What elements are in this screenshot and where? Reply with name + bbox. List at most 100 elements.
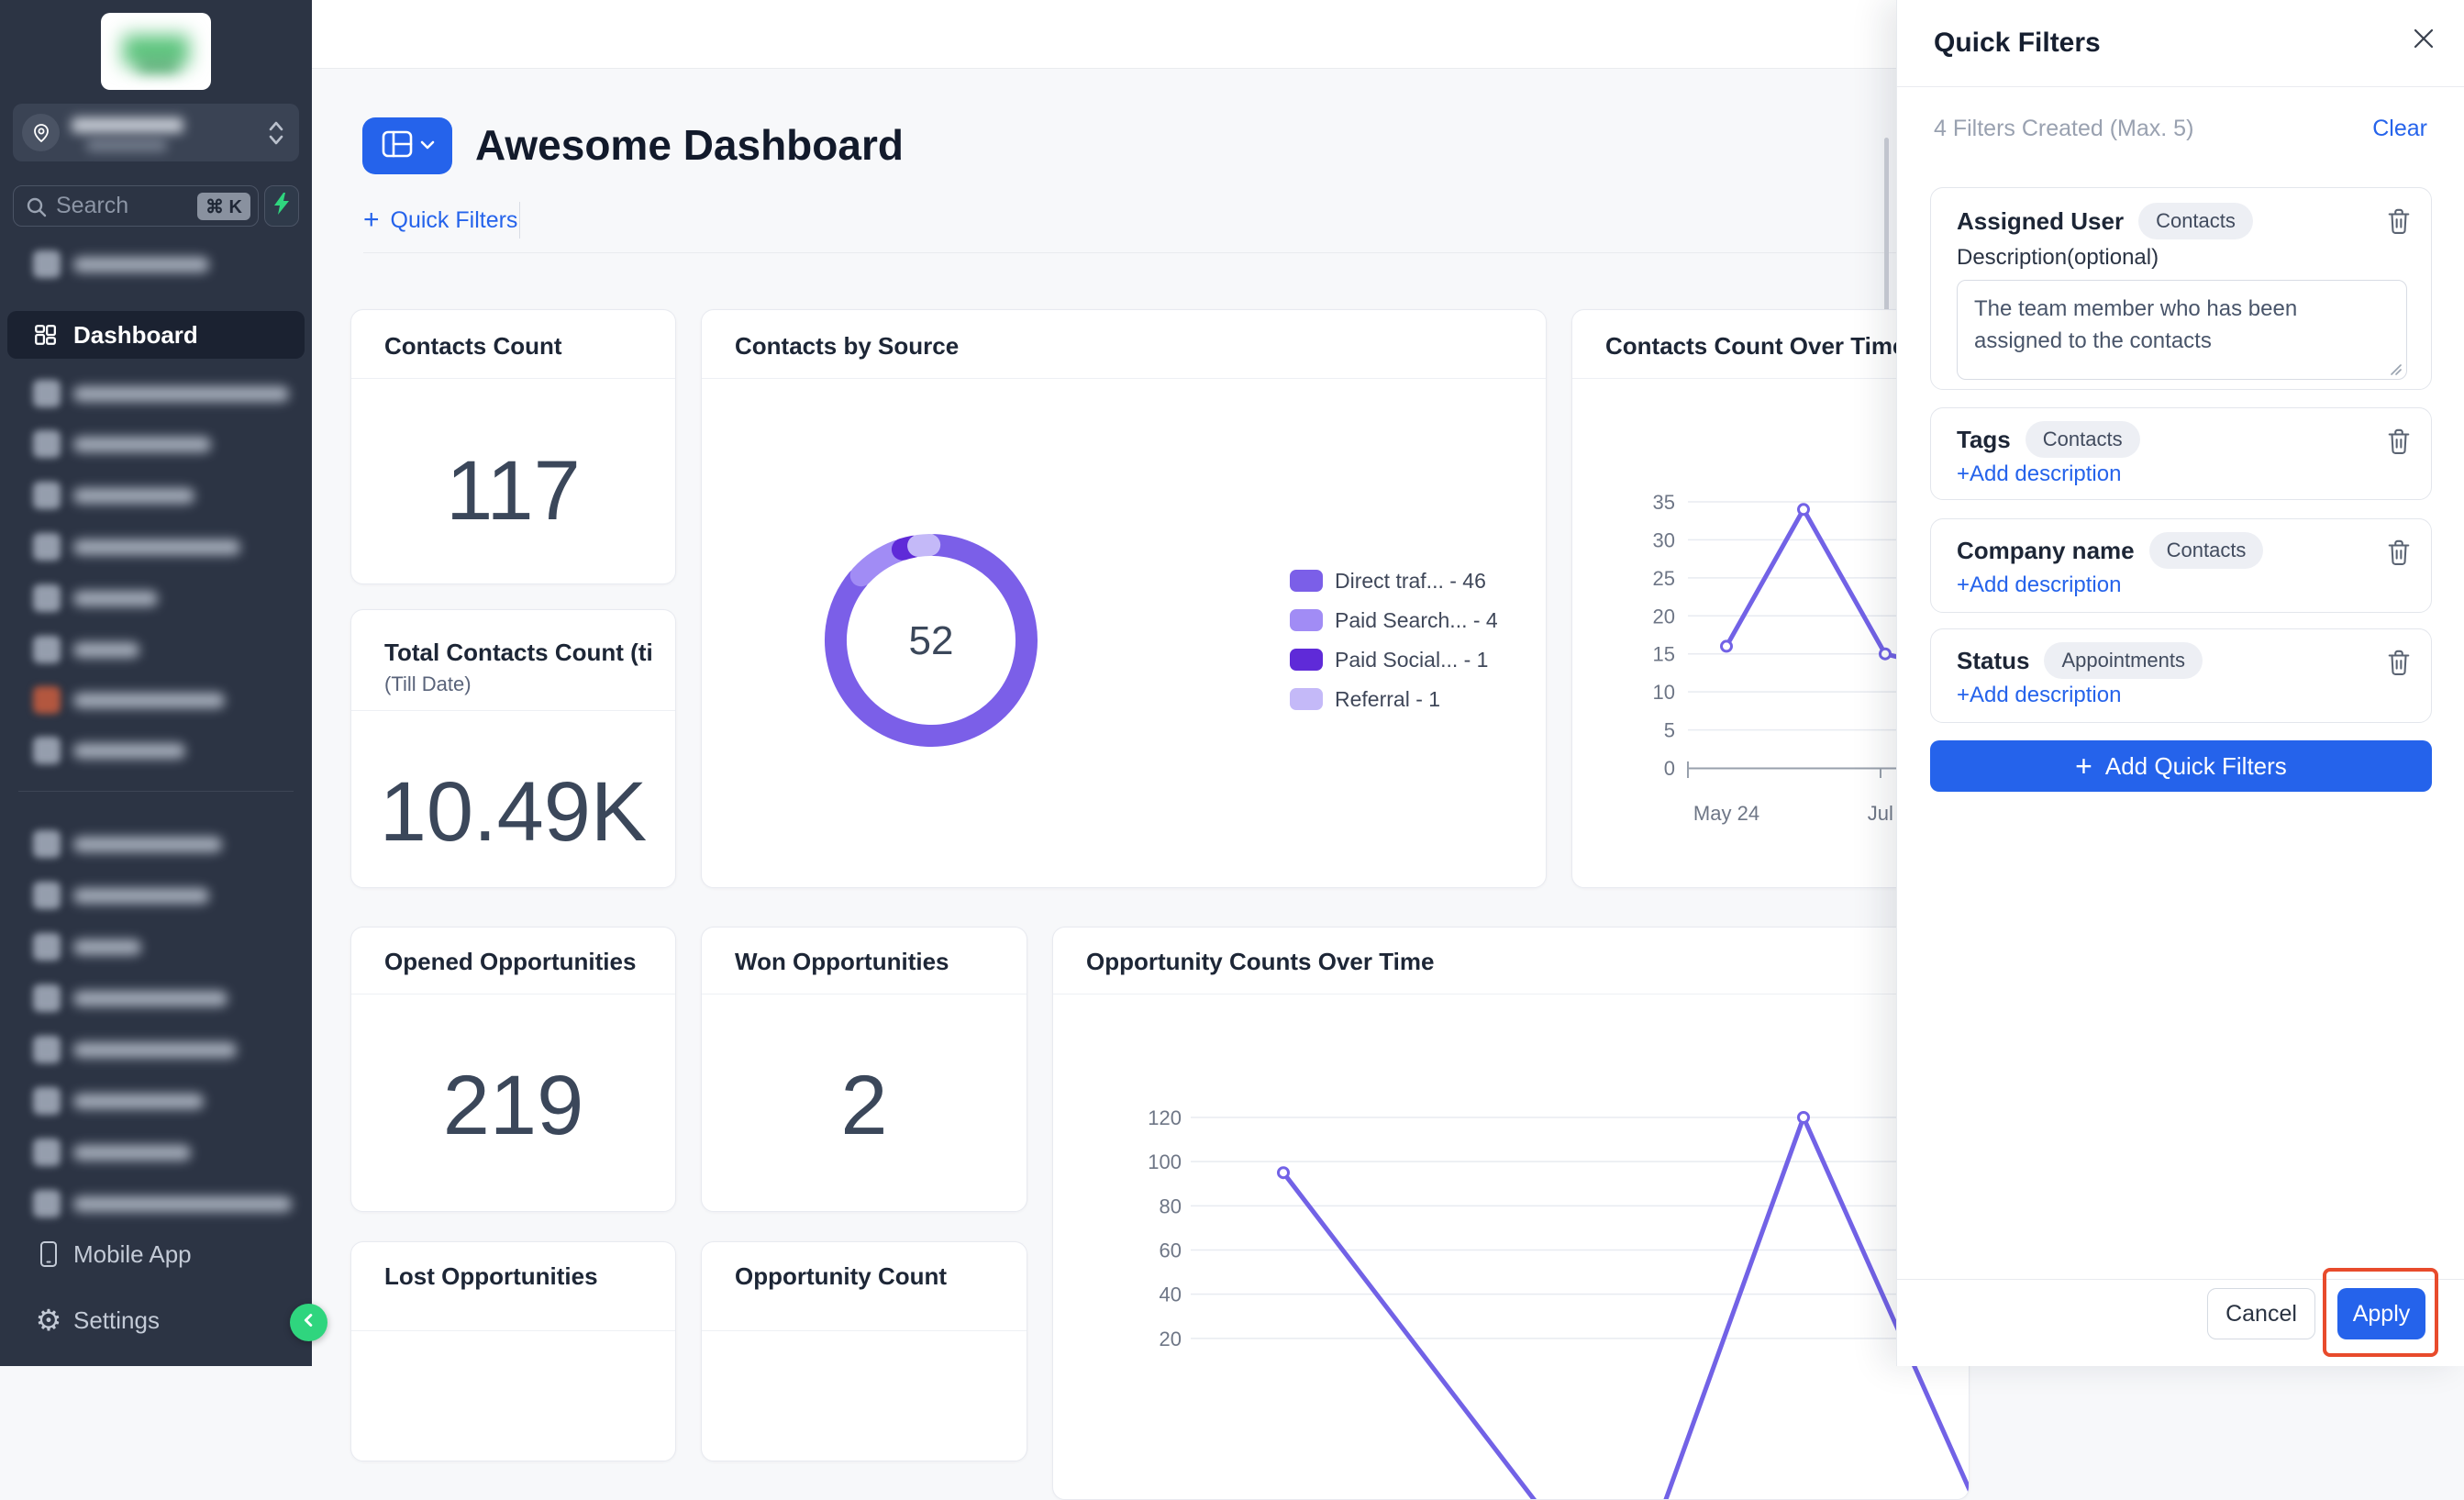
sidebar-item-blurred[interactable]: [7, 629, 305, 670]
sidebar-item-blurred[interactable]: [7, 927, 305, 967]
svg-text:120: 120: [1148, 1106, 1182, 1129]
delete-filter-button[interactable]: [2385, 206, 2413, 240]
sidebar-item-blurred[interactable]: [7, 475, 305, 516]
add-description-link[interactable]: +Add description: [1957, 683, 2122, 707]
card-contacts-by-source: Contacts by Source 52 Direct traf... - 4…: [701, 309, 1547, 888]
sidebar-item-icon-blurred: [33, 1190, 61, 1217]
card-header-divider: [351, 710, 675, 711]
workspace-logo: [101, 13, 211, 90]
filter-name-row: Tags Contacts: [1957, 421, 2140, 458]
svg-text:80: 80: [1160, 1194, 1182, 1217]
sidebar-item-icon-blurred: [33, 430, 61, 458]
close-button[interactable]: [2407, 24, 2440, 57]
sidebar-item-dashboard[interactable]: Dashboard: [7, 311, 305, 359]
legend-swatch: [1290, 649, 1323, 671]
sidebar-item-label-blurred: [73, 1196, 292, 1212]
location-pin-icon: [22, 114, 60, 151]
sidebar-item-blurred[interactable]: [7, 1183, 305, 1224]
svg-text:60: 60: [1160, 1239, 1182, 1261]
sidebar-item-label-blurred: [73, 693, 225, 708]
search-input[interactable]: [56, 186, 194, 226]
delete-filter-button[interactable]: [2385, 427, 2413, 461]
sidebar-item-blurred[interactable]: [7, 730, 305, 771]
panel-divider: [1897, 86, 2464, 87]
card-subtitle: (Till Date): [384, 672, 472, 695]
apply-button[interactable]: Apply: [2337, 1288, 2425, 1339]
sidebar-item-blurred[interactable]: [7, 1081, 305, 1121]
sidebar-item-blurred[interactable]: [7, 824, 305, 864]
sidebar-item-label-blurred: [73, 991, 228, 1006]
sidebar-item-mobile-app[interactable]: Mobile App: [7, 1234, 305, 1274]
card-header-divider: [702, 378, 1546, 379]
sidebar-item-blurred[interactable]: [7, 1029, 305, 1070]
delete-filter-button[interactable]: [2385, 648, 2413, 682]
svg-text:25: 25: [1653, 567, 1675, 590]
sidebar-item-label-blurred: [73, 437, 211, 452]
filter-tag-pill: Contacts: [2138, 203, 2253, 239]
scrollbar[interactable]: [1884, 138, 1889, 312]
sidebar-item-blurred[interactable]: [7, 373, 305, 414]
sidebar-item-blurred[interactable]: [7, 978, 305, 1018]
quick-actions-button[interactable]: [264, 185, 299, 227]
metric-value: 2: [840, 1059, 888, 1152]
sidebar-item-label-blurred: [73, 888, 209, 904]
sidebar-item-icon-blurred: [33, 686, 61, 714]
plus-icon: +: [363, 205, 380, 235]
card-title: Contacts by Source: [735, 332, 960, 360]
panel-title: Quick Filters: [1934, 28, 2101, 58]
sidebar: ⌘ K Dashboard Mobile App ⚙ Settings: [0, 0, 312, 1366]
keyboard-shortcut-badge: ⌘ K: [197, 193, 250, 220]
sidebar-collapse-button[interactable]: [290, 1304, 327, 1341]
sidebar-item-settings[interactable]: ⚙ Settings: [7, 1300, 305, 1340]
header-divider: [363, 252, 2464, 253]
description-textarea[interactable]: The team member who has been assigned to…: [1957, 280, 2407, 380]
filter-card-assigned-user: Assigned User Contacts Description(optio…: [1930, 187, 2432, 390]
legend-label: Referral - 1: [1335, 686, 1441, 711]
card-title: Opened Opportunities: [384, 948, 637, 975]
sidebar-item-blurred[interactable]: [7, 527, 305, 567]
sidebar-item-blurred[interactable]: [7, 680, 305, 720]
sidebar-item-label-blurred: [73, 939, 141, 955]
card-title: Opportunity Count: [735, 1262, 948, 1290]
add-quick-filters-button[interactable]: + Add Quick Filters: [1930, 740, 2432, 792]
filter-name-row: Status Appointments: [1957, 642, 2203, 679]
legend-item: Paid Social... - 1: [1290, 646, 1498, 673]
sidebar-item-blurred[interactable]: [7, 875, 305, 916]
filter-tag-pill: Contacts: [2148, 532, 2264, 569]
svg-text:52: 52: [909, 618, 954, 663]
card-title: Total Contacts Count (ti: [384, 639, 653, 666]
card-opened-opportunities: Opened Opportunities 219: [350, 927, 676, 1212]
mobile-phone-icon: [33, 1239, 64, 1270]
sidebar-item-blurred[interactable]: [7, 578, 305, 618]
clear-filters-link[interactable]: Clear: [2372, 116, 2427, 141]
delete-filter-button[interactable]: [2385, 538, 2413, 572]
sidebar-item-label-blurred: [73, 539, 240, 555]
card-title: Opportunity Counts Over Time: [1086, 948, 1435, 975]
lightning-icon: [272, 192, 292, 220]
dashboard-grid-icon: [35, 325, 56, 345]
sidebar-item-blurred[interactable]: [7, 244, 305, 284]
sidebar-item-icon-blurred: [33, 636, 61, 663]
svg-text:5: 5: [1664, 719, 1675, 742]
close-icon: [2411, 26, 2436, 56]
sidebar-item-label: Dashboard: [73, 320, 198, 349]
sidebar-item-blurred[interactable]: [7, 424, 305, 464]
svg-text:30: 30: [1653, 528, 1675, 551]
dashboard-layout-button[interactable]: [362, 117, 452, 174]
add-description-link[interactable]: +Add description: [1957, 461, 2122, 486]
metric-value: 10.49K: [379, 765, 648, 859]
svg-text:10: 10: [1653, 681, 1675, 704]
sidebar-item-icon-blurred: [33, 380, 61, 407]
quick-filters-link[interactable]: + Quick Filters: [363, 202, 517, 239]
sidebar-item-label-blurred: [73, 591, 158, 606]
workspace-selector[interactable]: [13, 104, 299, 161]
card-header-divider: [351, 1330, 675, 1331]
search-box[interactable]: ⌘ K: [13, 185, 259, 227]
cancel-button[interactable]: Cancel: [2207, 1288, 2315, 1339]
sidebar-item-blurred[interactable]: [7, 1132, 305, 1172]
quick-filters-link-label: Quick Filters: [390, 206, 518, 233]
add-description-link[interactable]: +Add description: [1957, 572, 2122, 597]
line-chart: 20 40 60 80 100 120: [1148, 1106, 1969, 1499]
legend-item: Direct traf... - 46: [1290, 567, 1498, 594]
sidebar-item-icon-blurred: [33, 533, 61, 561]
